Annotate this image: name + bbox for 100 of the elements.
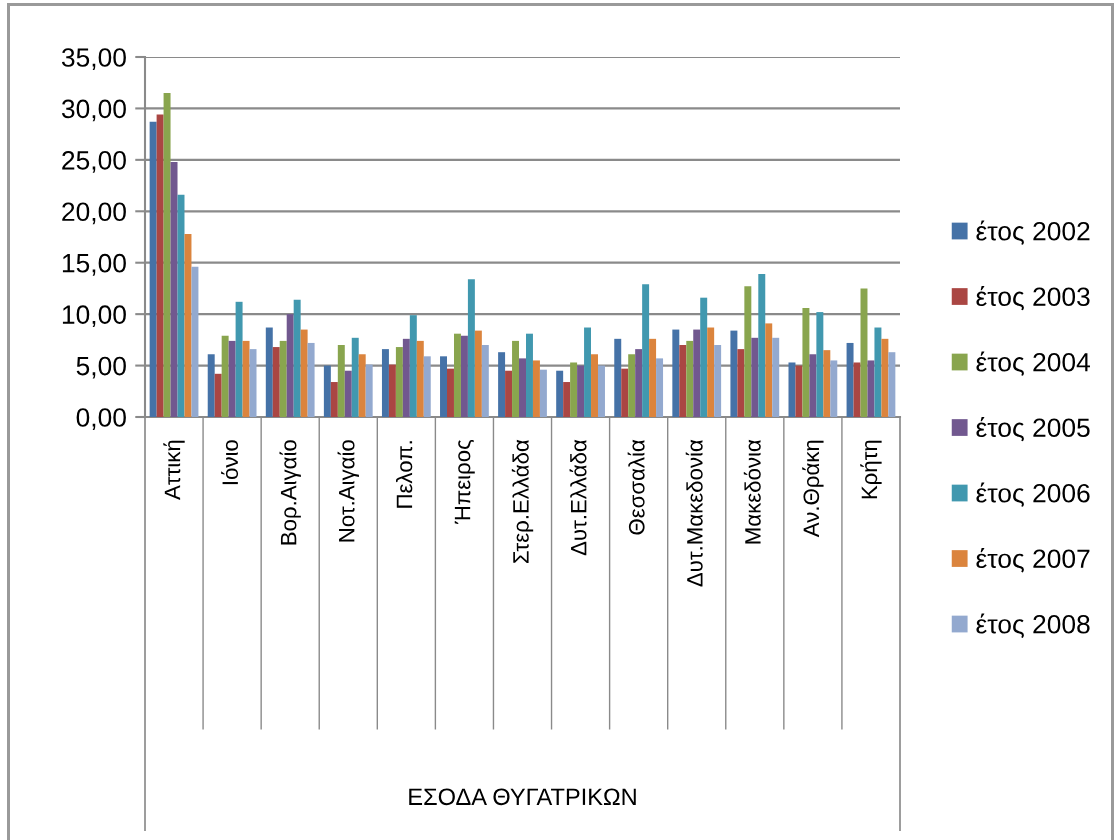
bar [323,365,331,417]
bar [512,340,520,417]
x-tick-label: Ιόνιο [221,440,239,485]
bar [809,354,817,417]
legend-label: έτος 2006 [976,482,1090,507]
bar [170,161,178,417]
bar [481,345,489,417]
bar [686,340,694,417]
bar [714,345,722,417]
legend-label: έτος 2003 [976,285,1090,311]
bar [249,349,257,417]
bar [751,337,759,417]
bar [395,347,403,417]
bar [635,349,643,417]
bar [758,274,766,417]
bar [388,364,396,417]
bar [163,93,171,417]
bar [286,314,294,417]
y-tick-label: 10,00 [62,305,126,328]
bar [447,368,454,417]
bar [351,337,359,417]
bar [744,286,752,417]
bar [598,365,605,417]
legend-label: έτος 2005 [976,416,1090,442]
bar [272,347,280,417]
bar [156,114,164,417]
bar [423,356,431,417]
bar [474,330,482,417]
bar [881,338,889,417]
x-tick-label: Θεσσαλία [627,439,645,535]
bar [453,333,461,417]
bar [823,350,831,417]
bar [700,297,708,417]
bar [628,354,636,417]
bar [642,284,650,417]
x-tick-label: Βορ.Αιγαίο [279,440,301,545]
bar [300,329,308,417]
bar [344,370,352,417]
bar [265,327,273,417]
bar [337,345,345,417]
legend-label: έτος 2007 [976,547,1090,573]
text: ΕΣΟΔΑ ΘΥΓΑΤΡΙΚΩΝ [409,788,636,806]
bar [440,356,447,417]
bar [279,340,287,417]
legend-label: έτος 2004 [976,351,1090,376]
bar [539,369,547,417]
bar [221,335,229,417]
y-tick-label: 30,00 [61,99,126,122]
bar [788,362,796,417]
bar [381,349,389,417]
bar [358,354,366,417]
bar [672,329,680,417]
bar [765,323,773,417]
bar [730,330,738,417]
y-tick-label: 0,00 [76,408,126,430]
bar [207,354,215,417]
bar [498,352,506,417]
bar [532,360,540,417]
bar [214,373,222,417]
legend-label: έτος 2008 [976,613,1090,638]
bar [867,360,875,417]
bar [563,382,571,417]
bar [679,345,687,417]
bar [591,354,598,417]
bar [772,337,780,417]
bar [307,342,315,417]
bar [621,368,629,417]
x-tick-label: Αν.Θράκη [802,440,824,538]
bar [874,327,882,417]
y-tick-label: 5,00 [76,356,126,379]
bar [416,340,424,417]
bar [409,315,417,417]
bar [888,352,896,417]
y-tick-label: 20,00 [62,202,126,225]
bar [846,342,854,417]
x-tick-label: Κρήτη [860,440,882,499]
bar [519,358,526,417]
bar [584,327,592,417]
bar [707,327,715,417]
bar [235,301,243,417]
bar [184,233,192,417]
bar [737,349,745,417]
bar [556,370,564,417]
bar [830,360,838,417]
bar [402,338,410,417]
bar [614,338,622,417]
bar [330,382,338,417]
bar [242,340,250,417]
bar [656,358,664,417]
x-tick-label: Αττική [163,440,185,500]
bar [816,312,824,417]
x-tick-label: Δυτ.Ελλάδα [569,439,587,556]
bar [191,266,199,417]
y-tick-label: 15,00 [62,253,126,276]
bar [525,333,533,417]
y-tick-label: 35,00 [61,48,126,70]
x-tick-label: Μακεδόνια [743,439,761,544]
bar [802,307,810,417]
bar [853,362,861,417]
bar [460,335,468,417]
